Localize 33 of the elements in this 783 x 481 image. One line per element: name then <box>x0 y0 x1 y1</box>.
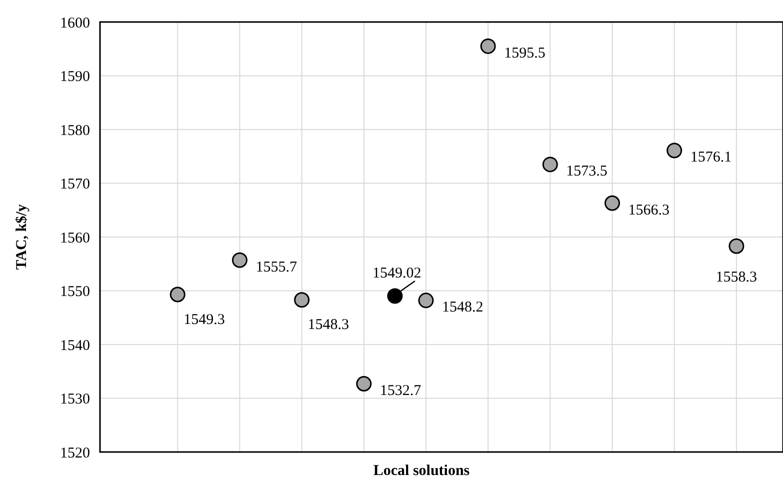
point <box>542 156 558 172</box>
point <box>604 195 620 211</box>
point <box>232 252 248 268</box>
point <box>387 288 403 304</box>
y-tick-label: 1530 <box>60 392 90 408</box>
point <box>170 286 186 302</box>
data-label: 1573.5 <box>566 164 608 180</box>
data-label: 1548.2 <box>442 300 484 316</box>
point <box>356 376 372 392</box>
data-label: 1549.02 <box>372 265 422 282</box>
y-tick-label: 1550 <box>60 284 90 300</box>
point <box>666 142 682 158</box>
data-label: 1548.3 <box>308 317 350 334</box>
data-label: 1549.3 <box>184 312 225 328</box>
x-axis-title: Local solutions <box>373 463 470 479</box>
data-label: 1558.3 <box>716 269 758 286</box>
y-tick-label: 1570 <box>60 176 90 192</box>
point <box>418 292 434 308</box>
data-label: 1595.5 <box>504 45 546 62</box>
y-tick-label: 1580 <box>60 122 90 139</box>
point <box>728 238 744 254</box>
y-tick-label: 1600 <box>60 15 90 32</box>
y-tick-label: 1560 <box>60 230 90 246</box>
y-tick-label: 1590 <box>60 69 90 85</box>
point <box>294 292 310 308</box>
y-tick-label: 1520 <box>60 445 90 462</box>
data-label: 1532.7 <box>380 382 422 399</box>
data-label: 1555.7 <box>256 259 298 276</box>
data-label: 1576.1 <box>690 150 732 166</box>
data-label: 1566.3 <box>628 202 670 218</box>
y-axis-title: TAC, k$/y <box>14 204 30 270</box>
point <box>480 38 496 54</box>
y-tick-label: 1540 <box>60 338 90 354</box>
